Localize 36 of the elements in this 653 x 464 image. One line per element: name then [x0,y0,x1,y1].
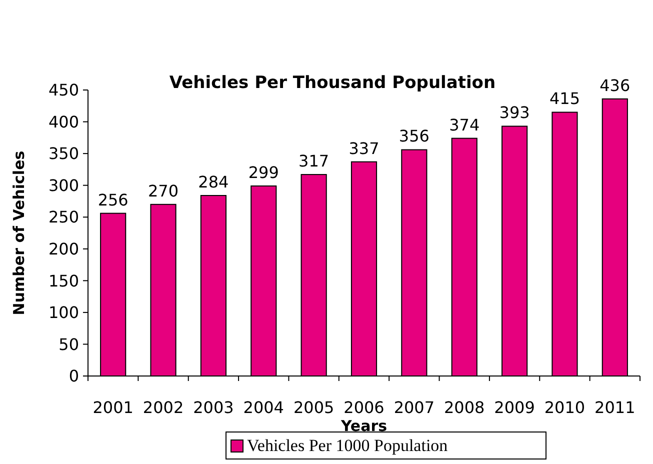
data-label: 436 [600,76,630,95]
y-tick-label: 250 [48,208,79,227]
data-label: 415 [549,89,580,108]
chart-title: Vehicles Per Thousand Population [169,73,496,93]
legend-label: Vehicles Per 1000 Population [247,436,448,455]
data-label: 374 [449,115,480,134]
x-tick-label: 2005 [293,398,334,417]
data-label: 256 [98,190,128,210]
y-tick-label: 200 [48,239,79,258]
data-label: 317 [298,152,330,171]
x-tick-label: 2006 [344,398,384,417]
data-label: 393 [499,103,530,122]
y-tick-label: 0 [68,366,79,386]
y-tick-label: 350 [48,144,79,164]
y-axis-title: Number of Vehicles [10,150,28,316]
y-tick-label: 300 [48,176,79,195]
y-tick-label: 400 [48,112,79,132]
x-tick-label: 2002 [142,398,184,417]
x-tick-label: 2008 [444,398,485,417]
x-tick-label: 2001 [92,398,134,417]
x-tick-label: 2003 [193,398,234,417]
y-tick-label: 450 [48,80,79,100]
y-tick-label: 150 [48,271,79,290]
y-tick-label: 50 [58,334,79,354]
data-label: 284 [198,172,229,192]
x-tick-label: 2011 [594,398,636,417]
data-label: 299 [248,162,279,182]
x-axis-title: Years [340,417,388,435]
y-tick-label: 100 [48,303,79,322]
x-tick-label: 2010 [544,398,586,417]
data-label: 356 [398,126,430,146]
x-tick-label: 2007 [394,398,435,417]
x-tick-label: 2004 [243,398,284,417]
data-label: 270 [148,181,179,200]
x-tick-label: 2009 [494,398,535,417]
data-label: 337 [348,138,380,158]
